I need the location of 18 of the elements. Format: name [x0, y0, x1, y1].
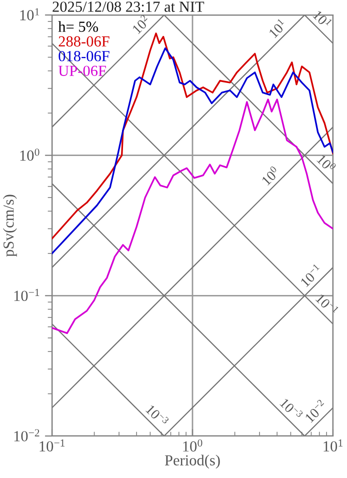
y-tick-label: 10$^{0}$	[20, 148, 40, 161]
annotation: 10$^{0}$	[260, 166, 280, 186]
y-tick-label: 10$^{−2}$	[14, 429, 40, 442]
y-tick-label: 10$^{−1}$	[14, 288, 40, 302]
text: 288-06F	[58, 36, 110, 47]
x-tick-label: 10$^{1}$	[324, 439, 342, 452]
legend-title: h= 5%	[58, 21, 98, 32]
x-tick-label: 10$^{−1}$	[40, 439, 65, 452]
annotation: 10$^{1}$	[267, 18, 288, 38]
y-axis-title: pSv(cm/s)	[3, 194, 17, 257]
x-axis-title: Period(s)	[164, 454, 220, 469]
y-tick-label: 10$^{1}$	[20, 8, 40, 20]
annotation: 10$^{−3}$	[280, 396, 304, 421]
annotation: 10$^{−2}$	[304, 399, 328, 423]
annotation: 10$^{−3}$	[145, 403, 170, 428]
annotation: 10$^{−1}$	[299, 264, 323, 288]
chart-title: 2025/12/08 23:17 at NIT	[52, 2, 204, 12]
x-tick-label: 10$^{0}$	[183, 439, 202, 452]
